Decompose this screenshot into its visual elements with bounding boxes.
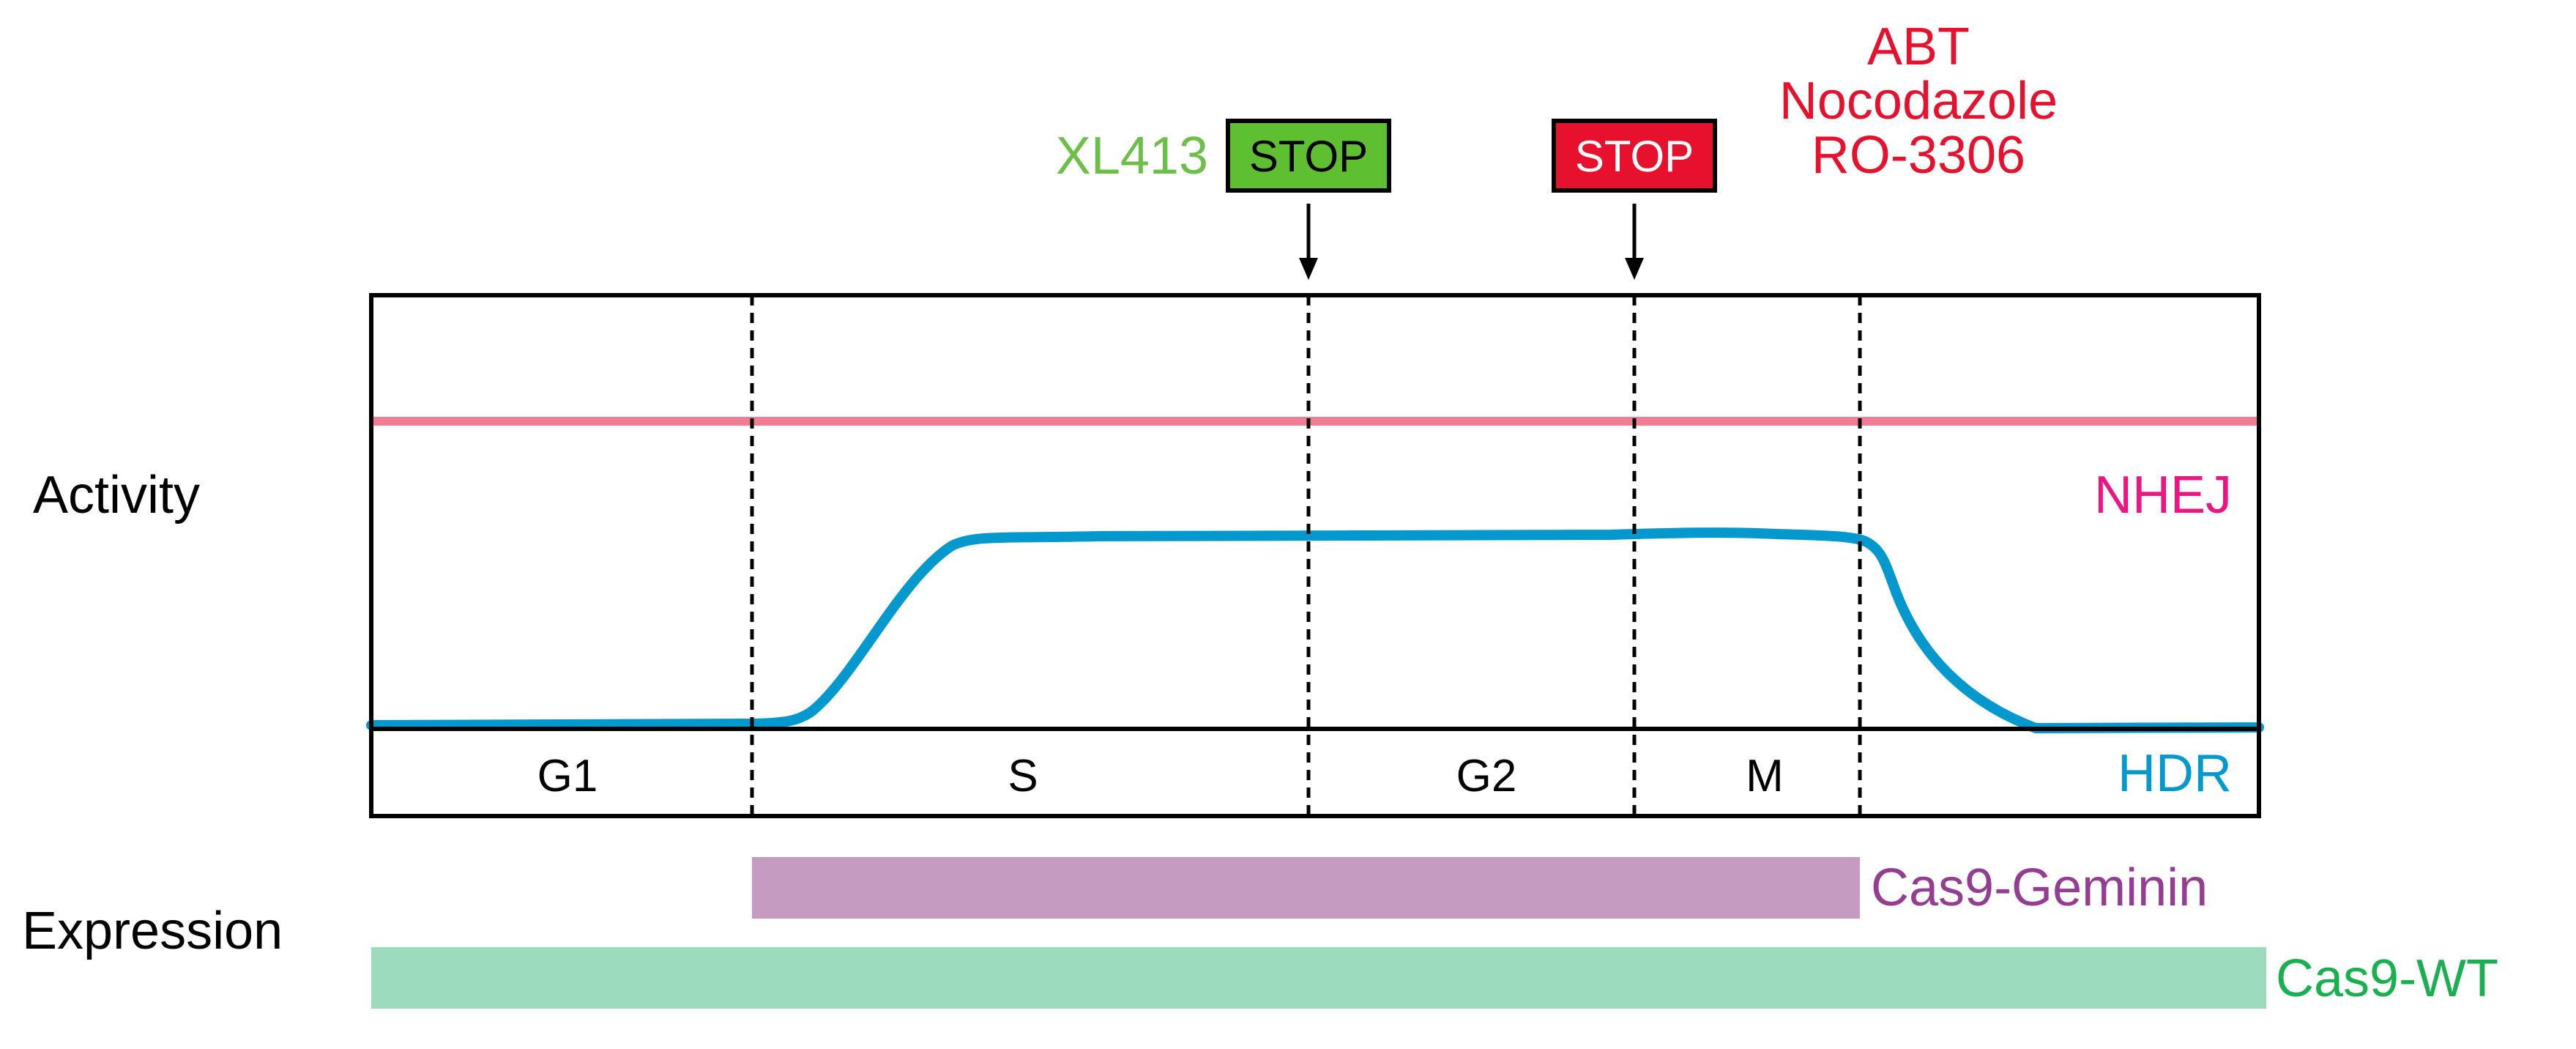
- activity-frame: [369, 293, 2261, 818]
- arrow-head-red: [1625, 258, 1644, 280]
- drug-abt: ABT: [1867, 18, 1970, 76]
- stop-marker-green: [1226, 119, 1391, 193]
- cas9-wt-bar: [371, 947, 2266, 1009]
- stop-text-green: STOP: [1249, 132, 1368, 181]
- expression-label: Expression: [22, 902, 283, 960]
- stop-text-red: STOP: [1575, 132, 1694, 181]
- cas9-geminin-label: Cas9-Geminin: [1871, 859, 2208, 917]
- nhej-label: NHEJ: [2094, 466, 2232, 524]
- phase-label-g2: G2: [1456, 751, 1517, 801]
- activity-label: Activity: [33, 466, 200, 524]
- cas9-wt-label: Cas9-WT: [2276, 949, 2498, 1008]
- phase-label-s: S: [1008, 751, 1038, 801]
- hdr-label: HDR: [2118, 744, 2232, 803]
- hdr-activity-curve: [366, 527, 2264, 733]
- xl413-label: XL413: [1056, 127, 1208, 185]
- arrow-head-green: [1299, 258, 1318, 280]
- drug-ro3306: RO-3306: [1812, 126, 2025, 185]
- phase-label-g1: G1: [537, 751, 598, 801]
- stop-marker-red: [1552, 119, 1717, 193]
- cas9-geminin-bar: [752, 857, 1860, 919]
- phase-label-m: M: [1746, 751, 1784, 801]
- drug-nocodazole: Nocodazole: [1779, 72, 2058, 130]
